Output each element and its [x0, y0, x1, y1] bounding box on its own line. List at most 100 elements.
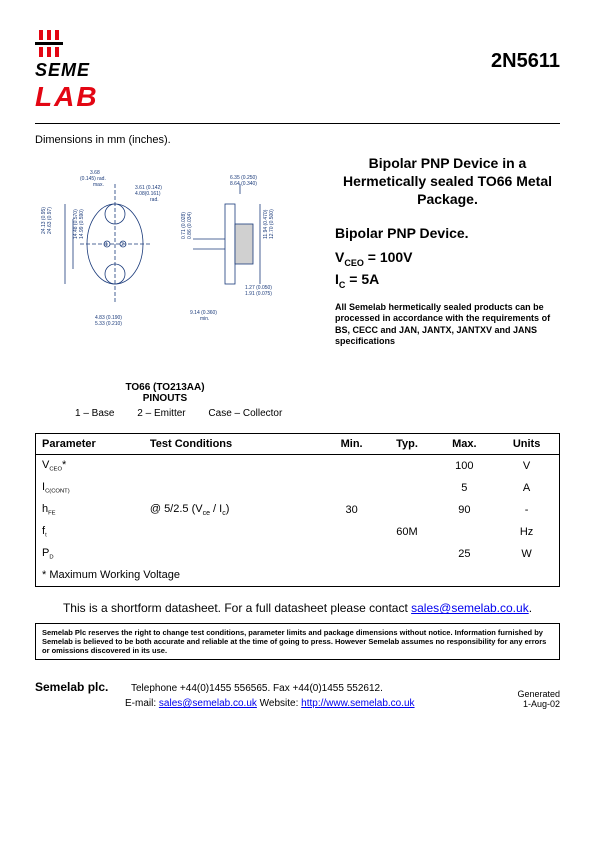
cell-min: [324, 455, 380, 477]
pin-2: 2 – Emitter: [137, 408, 185, 419]
cell-max: 5: [435, 477, 495, 499]
cell-typ: [379, 455, 434, 477]
pin-case: Case – Collector: [208, 408, 282, 419]
table-row: ft 60M Hz: [36, 521, 560, 543]
parameter-table: Parameter Test Conditions Min. Typ. Max.…: [35, 433, 560, 587]
footer-website-label: Website:: [257, 698, 301, 709]
table-row: VCEO*100V: [36, 455, 560, 477]
cell-units: Hz: [494, 521, 559, 543]
package-drawing: 3.68 (0.145) rad. max. 3.61 (0.142) 4.08…: [35, 154, 315, 374]
cell-typ: [379, 477, 434, 499]
cell-parameter: IC(CONT): [36, 477, 144, 499]
spec-vceo: VCEO = 100V: [335, 249, 560, 268]
pinout-block: TO66 (TO213AA) PINOUTS 1 – Base 2 – Emit…: [75, 382, 560, 419]
logo-text-lab: LAB: [35, 81, 99, 113]
cell-parameter: hFE: [36, 499, 144, 521]
cell-units: -: [494, 499, 559, 521]
th-max: Max.: [435, 434, 495, 455]
svg-text:min.: min.: [200, 316, 209, 322]
th-units: Units: [494, 434, 559, 455]
shortform-suffix: .: [529, 601, 532, 615]
footer-email-label: E-mail:: [125, 698, 159, 709]
logo-text-seme: SEME: [35, 60, 99, 81]
dimensions-label: Dimensions in mm (inches).: [35, 134, 560, 146]
cell-units: W: [494, 543, 559, 565]
cell-typ: 60M: [379, 521, 434, 543]
svg-text:2: 2: [121, 242, 124, 248]
logo: SEME LAB: [35, 30, 99, 113]
footer-right: Generated 1-Aug-02: [517, 689, 560, 709]
mid-section: 3.68 (0.145) rad. max. 3.61 (0.142) 4.08…: [35, 154, 560, 374]
table-footnote-row: * Maximum Working Voltage: [36, 565, 560, 587]
ic-value: = 5A: [345, 271, 379, 287]
svg-text:0.86 (0.034): 0.86 (0.034): [187, 212, 193, 239]
svg-text:14.99 (0.590): 14.99 (0.590): [79, 209, 85, 239]
footer-generated-date: 1-Aug-02: [517, 699, 560, 709]
svg-text:rad.: rad.: [150, 197, 159, 203]
svg-text:24.63 (0.97): 24.63 (0.97): [47, 207, 53, 234]
cell-conditions: [144, 477, 324, 499]
footer-email-link[interactable]: sales@semelab.co.uk: [159, 698, 257, 709]
table-header-row: Parameter Test Conditions Min. Typ. Max.…: [36, 434, 560, 455]
shortform-notice: This is a shortform datasheet. For a ful…: [35, 601, 560, 615]
cell-min: [324, 521, 380, 543]
table-row: PD 25W: [36, 543, 560, 565]
shortform-email-link[interactable]: sales@semelab.co.uk: [411, 601, 529, 615]
cell-conditions: [144, 543, 324, 565]
svg-text:12.70 (0.500): 12.70 (0.500): [269, 209, 275, 239]
cell-min: 30: [324, 499, 380, 521]
sub-title: Bipolar PNP Device.: [335, 225, 560, 241]
disclaimer-box: Semelab Plc reserves the right to change…: [35, 623, 560, 660]
th-parameter: Parameter: [36, 434, 144, 455]
table-row: IC(CONT) 5A: [36, 477, 560, 499]
divider-top: [35, 123, 560, 124]
cell-typ: [379, 499, 434, 521]
th-typ: Typ.: [379, 434, 434, 455]
spec-ic: IC = 5A: [335, 271, 560, 290]
footer-phone: Telephone +44(0)1455 556565. Fax +44(0)1…: [131, 683, 383, 694]
pinout-title-line1: TO66 (TO213AA): [125, 382, 204, 393]
footer-website-link[interactable]: http://www.semelab.co.uk: [301, 698, 414, 709]
cell-units: A: [494, 477, 559, 499]
footer-company: Semelab plc.: [35, 680, 108, 694]
th-min: Min.: [324, 434, 380, 455]
footer-left: Semelab plc. Telephone +44(0)1455 556565…: [35, 680, 415, 709]
svg-text:5.33 (0.210): 5.33 (0.210): [95, 321, 122, 327]
vceo-symbol: V: [335, 249, 344, 265]
svg-text:1: 1: [105, 242, 108, 248]
info-column: Bipolar PNP Device in a Hermetically sea…: [325, 154, 560, 374]
pinout-title: TO66 (TO213AA) PINOUTS: [75, 382, 255, 404]
compliance-text: All Semelab hermetically sealed products…: [335, 302, 560, 347]
main-title: Bipolar PNP Device in a Hermetically sea…: [335, 154, 560, 209]
cell-conditions: [144, 455, 324, 477]
svg-text:8.64 (0.340): 8.64 (0.340): [230, 181, 257, 187]
footer-generated-label: Generated: [517, 689, 560, 699]
cell-min: [324, 477, 380, 499]
table-footnote: * Maximum Working Voltage: [36, 565, 560, 587]
cell-parameter: PD: [36, 543, 144, 565]
cell-min: [324, 543, 380, 565]
part-number: 2N5611: [491, 50, 560, 73]
svg-text:max.: max.: [93, 182, 104, 188]
cell-max: 25: [435, 543, 495, 565]
pinout-title-line2: PINOUTS: [143, 393, 187, 404]
th-conditions: Test Conditions: [144, 434, 324, 455]
vceo-value: = 100V: [364, 249, 413, 265]
footer-contact-line: E-mail: sales@semelab.co.uk Website: htt…: [125, 698, 415, 709]
cell-typ: [379, 543, 434, 565]
shortform-text: This is a shortform datasheet. For a ful…: [63, 601, 411, 615]
pinout-row: 1 – Base 2 – Emitter Case – Collector: [75, 408, 560, 419]
cell-max: 100: [435, 455, 495, 477]
svg-text:1.91 (0.075): 1.91 (0.075): [245, 291, 272, 297]
header: SEME LAB 2N5611: [35, 30, 560, 113]
cell-units: V: [494, 455, 559, 477]
footer: Semelab plc. Telephone +44(0)1455 556565…: [35, 680, 560, 709]
cell-conditions: @ 5/2.5 (Vce / Ic): [144, 499, 324, 521]
logo-icon: [35, 30, 99, 60]
pin-1: 1 – Base: [75, 408, 114, 419]
cell-parameter: ft: [36, 521, 144, 543]
cell-max: [435, 521, 495, 543]
cell-max: 90: [435, 499, 495, 521]
cell-conditions: [144, 521, 324, 543]
vceo-sub: CEO: [344, 257, 364, 267]
